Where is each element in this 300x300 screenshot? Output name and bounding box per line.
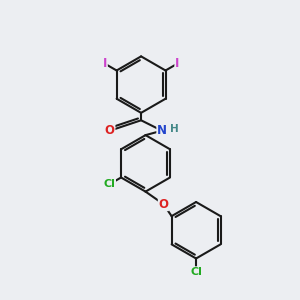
Text: I: I xyxy=(103,57,107,70)
Text: Cl: Cl xyxy=(190,267,202,277)
Text: I: I xyxy=(175,57,179,70)
Text: O: O xyxy=(158,198,168,211)
Text: H: H xyxy=(170,124,179,134)
Text: N: N xyxy=(157,124,167,137)
Text: Cl: Cl xyxy=(103,179,116,189)
Text: O: O xyxy=(105,124,115,137)
